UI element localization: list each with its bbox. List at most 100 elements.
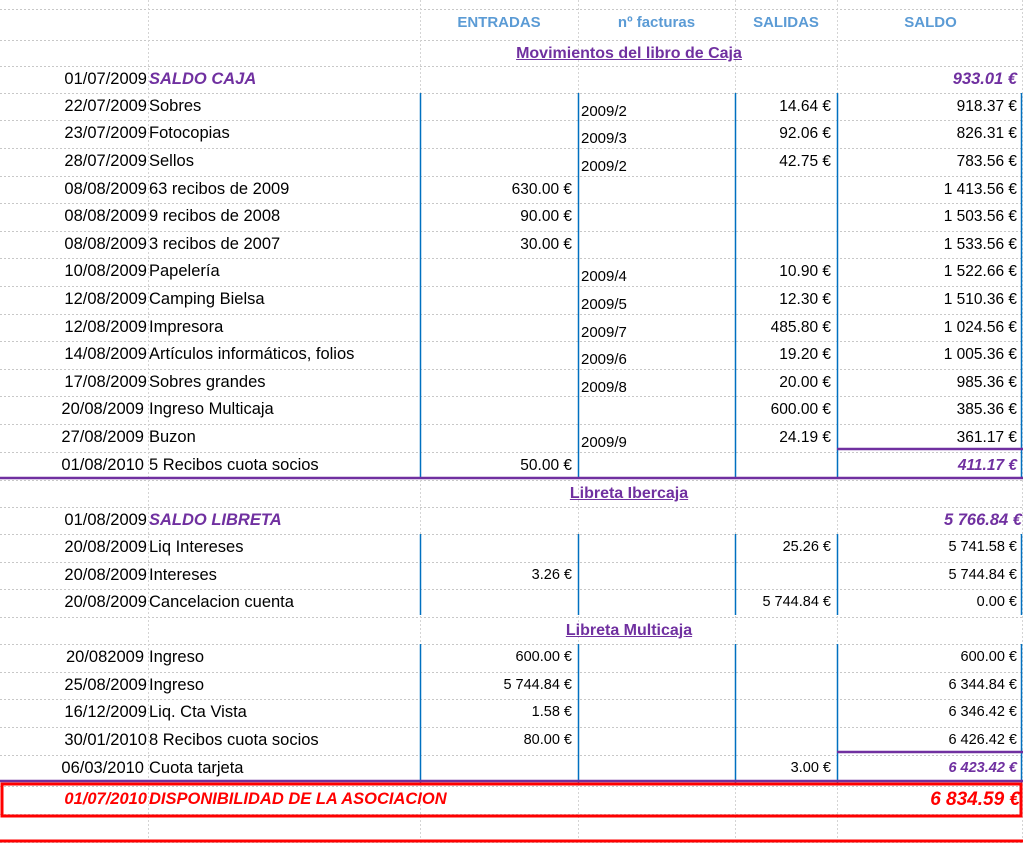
row-saldo: 1 413.56 € <box>943 181 1017 198</box>
total-label: DISPONIBILIDAD DE LA ASOCIACION <box>149 790 447 808</box>
row-saldo: 6 423.42 € <box>948 760 1017 776</box>
table-row: 20/08/2009 Cancelacion cuenta 5 744.84 € 0.… <box>0 589 1023 617</box>
row-saldo: 1 533.56 € <box>943 236 1017 253</box>
table-row: 12/08/2009 Camping Bielsa 2009/5 12.30 € 1 5… <box>0 286 1023 314</box>
row-description: Papelería <box>149 262 220 280</box>
row-entradas <box>421 120 577 148</box>
opening-saldo: 5 766.84 € <box>944 511 1022 529</box>
column-header-salidas: SALIDAS <box>753 14 819 31</box>
row-factura: 2009/8 <box>581 379 627 396</box>
row-entradas <box>421 93 577 121</box>
row-date: 20/08/2009 <box>61 400 144 418</box>
row-factura: 2009/7 <box>581 324 627 341</box>
row-description: Buzon <box>149 428 196 446</box>
table-row: 06/03/2010 Cuota tarjeta 3.00 € 6 423.42 € <box>0 755 1023 783</box>
table-row: 20/08/2009 Ingreso Multicaja 600.00 € 385.3… <box>0 396 1023 424</box>
total-highlight-box <box>0 782 1023 818</box>
table-row: 20/082009 Ingreso 600.00 € 600.00 € <box>0 644 1023 672</box>
row-saldo: 6 344.84 € <box>948 677 1017 693</box>
row-saldo: 411.17 € <box>957 457 1017 474</box>
row-entradas <box>421 369 577 397</box>
row-date: 12/08/2009 <box>64 318 147 336</box>
row-description: Ingreso <box>149 676 205 694</box>
total-row: 01/07/2010 DISPONIBILIDAD DE LA ASOCIACI… <box>0 786 1023 814</box>
row-salidas: 3.00 € <box>790 760 831 776</box>
row-description: Sellos <box>149 152 194 170</box>
row-date: 25/08/2009 <box>64 676 147 694</box>
row-salidas <box>736 562 836 590</box>
row-salidas: 485.80 € <box>770 319 831 336</box>
row-entradas <box>421 589 577 617</box>
row-salidas: 5 744.84 € <box>762 594 831 610</box>
row-description: Sobres <box>149 97 202 115</box>
opening-label: SALDO CAJA <box>149 70 257 88</box>
row-factura: 2009/6 <box>581 351 627 368</box>
row-factura: 2009/2 <box>581 103 627 120</box>
row-salidas: 20.00 € <box>779 374 831 391</box>
row-factura: 2009/3 <box>581 130 627 147</box>
opening-saldo: 933.01 € <box>952 70 1017 88</box>
row-saldo: 5 744.84 € <box>948 567 1017 583</box>
row-saldo: 826.31 € <box>956 125 1017 142</box>
table-row: 01/08/2010 5 Recibos cuota socios 50.00 € 4… <box>0 452 1023 480</box>
opening-date: 01/07/2009 <box>64 70 147 88</box>
row-date: 14/08/2009 <box>64 345 147 363</box>
row-description: Artículos informáticos, folios <box>149 345 355 363</box>
opening-date: 01/08/2009 <box>64 511 147 529</box>
row-description: 9 recibos de 2008 <box>149 207 281 225</box>
row-salidas <box>736 644 836 672</box>
row-saldo: 1 005.36 € <box>943 346 1017 363</box>
opening-row-caja: 01/07/2009 SALDO CAJA 933.01 € <box>0 66 1023 94</box>
row-salidas: 25.26 € <box>782 539 831 555</box>
row-description: Ingreso Multicaja <box>149 400 274 418</box>
opening-label: SALDO LIBRETA <box>149 511 282 529</box>
row-entradas: 50.00 € <box>520 457 572 474</box>
row-entradas: 90.00 € <box>520 208 572 225</box>
row-entradas <box>421 286 577 314</box>
table-row: 08/08/2009 3 recibos de 2007 30.00 € 1 533.… <box>0 231 1023 259</box>
section-title-ibercaja: Libreta Ibercaja <box>569 485 689 502</box>
row-salidas <box>736 727 836 755</box>
row-description: 8 Recibos cuota socios <box>149 731 319 749</box>
row-date: 17/08/2009 <box>64 373 147 391</box>
total-saldo: 6 834.59 € <box>930 789 1020 810</box>
row-saldo: 1 522.66 € <box>943 263 1017 280</box>
row-description: Liq. Cta Vista <box>149 703 247 721</box>
row-description: Cuota tarjeta <box>149 759 244 777</box>
row-description: 5 Recibos cuota socios <box>149 456 319 474</box>
row-description: Cancelacion cuenta <box>149 593 294 611</box>
row-salidas: 19.20 € <box>779 346 831 363</box>
row-salidas <box>736 699 836 727</box>
row-date: 12/08/2009 <box>64 290 147 308</box>
table-row: 20/08/2009 Intereses 3.26 € 5 744.84 € <box>0 562 1023 590</box>
row-saldo: 783.56 € <box>956 153 1017 170</box>
table-row: 12/08/2009 Impresora 2009/7 485.80 € 1 024.5… <box>0 314 1023 342</box>
row-saldo: 5 741.58 € <box>948 539 1017 555</box>
column-header-facturas: nº facturas <box>617 14 696 31</box>
row-factura <box>579 760 734 788</box>
table-row: 25/08/2009 Ingreso 5 744.84 € 6 344.84 € <box>0 672 1023 700</box>
section-title-row: Libreta Ibercaja <box>0 480 1023 508</box>
row-entradas <box>421 396 577 424</box>
section-title-row: Libreta Multicaja <box>0 617 1023 645</box>
table-row: 20/08/2009 Liq Intereses 25.26 € 5 741.58 € <box>0 534 1023 562</box>
row-saldo: 385.36 € <box>956 401 1017 418</box>
row-date: 20/08/2009 <box>64 538 147 556</box>
row-salidas <box>736 672 836 700</box>
row-entradas <box>421 258 577 286</box>
row-description: Sobres grandes <box>149 373 266 391</box>
table-row: 10/08/2009 Papelería 2009/4 10.90 € 1 522.66… <box>0 258 1023 286</box>
section-title-multicaja: Libreta Multicaja <box>565 622 693 639</box>
row-date: 08/08/2009 <box>64 207 147 225</box>
row-date: 23/07/2009 <box>64 124 147 142</box>
row-salidas: 14.64 € <box>779 98 831 115</box>
row-date: 20/08/2009 <box>64 593 147 611</box>
row-entradas <box>421 148 577 176</box>
row-saldo: 985.36 € <box>956 374 1017 391</box>
row-date: 28/07/2009 <box>64 152 147 170</box>
row-date: 08/08/2009 <box>64 180 147 198</box>
row-description: 63 recibos de 2009 <box>149 180 290 198</box>
row-date: 22/07/2009 <box>64 97 147 115</box>
row-salidas <box>736 452 836 480</box>
row-description: Ingreso <box>149 648 205 666</box>
